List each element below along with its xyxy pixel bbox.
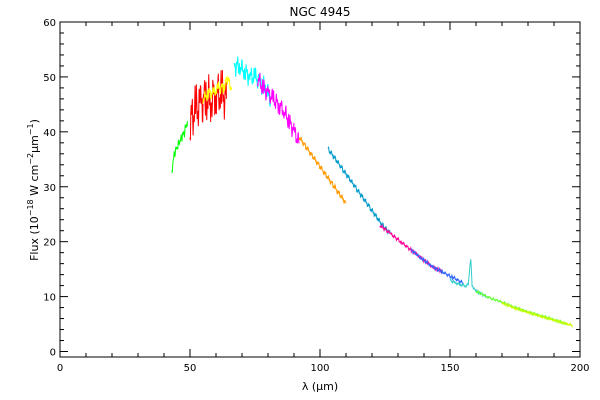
x-tick-label: 0 (57, 363, 63, 374)
spectrum-series-4 (233, 56, 272, 107)
y-tick-label: 0 (50, 348, 56, 359)
spectrum-series-10 (449, 259, 487, 298)
x-axis-label: λ (μm) (302, 380, 338, 393)
spectrum-series-1 (171, 120, 188, 173)
plot-frame (59, 21, 581, 358)
spectrum-series-7 (327, 146, 391, 235)
axis-ticks: 0 50 100 150 200 0 10 20 30 40 50 60 (43, 18, 589, 374)
y-axis-label: Flux (10−18 W cm−2μm−1) (26, 119, 41, 261)
x-tick-label: 200 (570, 363, 589, 374)
y-tick-label: 30 (43, 183, 56, 194)
spectrum-series-5 (257, 72, 300, 145)
spectrum-series-6 (298, 136, 347, 204)
x-tick-label: 100 (310, 363, 329, 374)
y-tick-label: 40 (43, 128, 56, 139)
y-tick-label: 20 (43, 238, 56, 249)
spectrum-series-9 (410, 247, 464, 285)
series-layer (171, 56, 573, 329)
chart-title: NGC 4945 (289, 5, 350, 19)
y-tick-label: 60 (43, 18, 56, 29)
spectrum-series-3 (202, 75, 233, 104)
y-tick-label: 10 (43, 293, 56, 304)
x-tick-label: 50 (184, 363, 197, 374)
spectrum-series-12 (501, 301, 573, 329)
spectrum-series-2 (189, 70, 227, 141)
y-tick-label: 50 (43, 73, 56, 84)
x-tick-label: 150 (440, 363, 459, 374)
